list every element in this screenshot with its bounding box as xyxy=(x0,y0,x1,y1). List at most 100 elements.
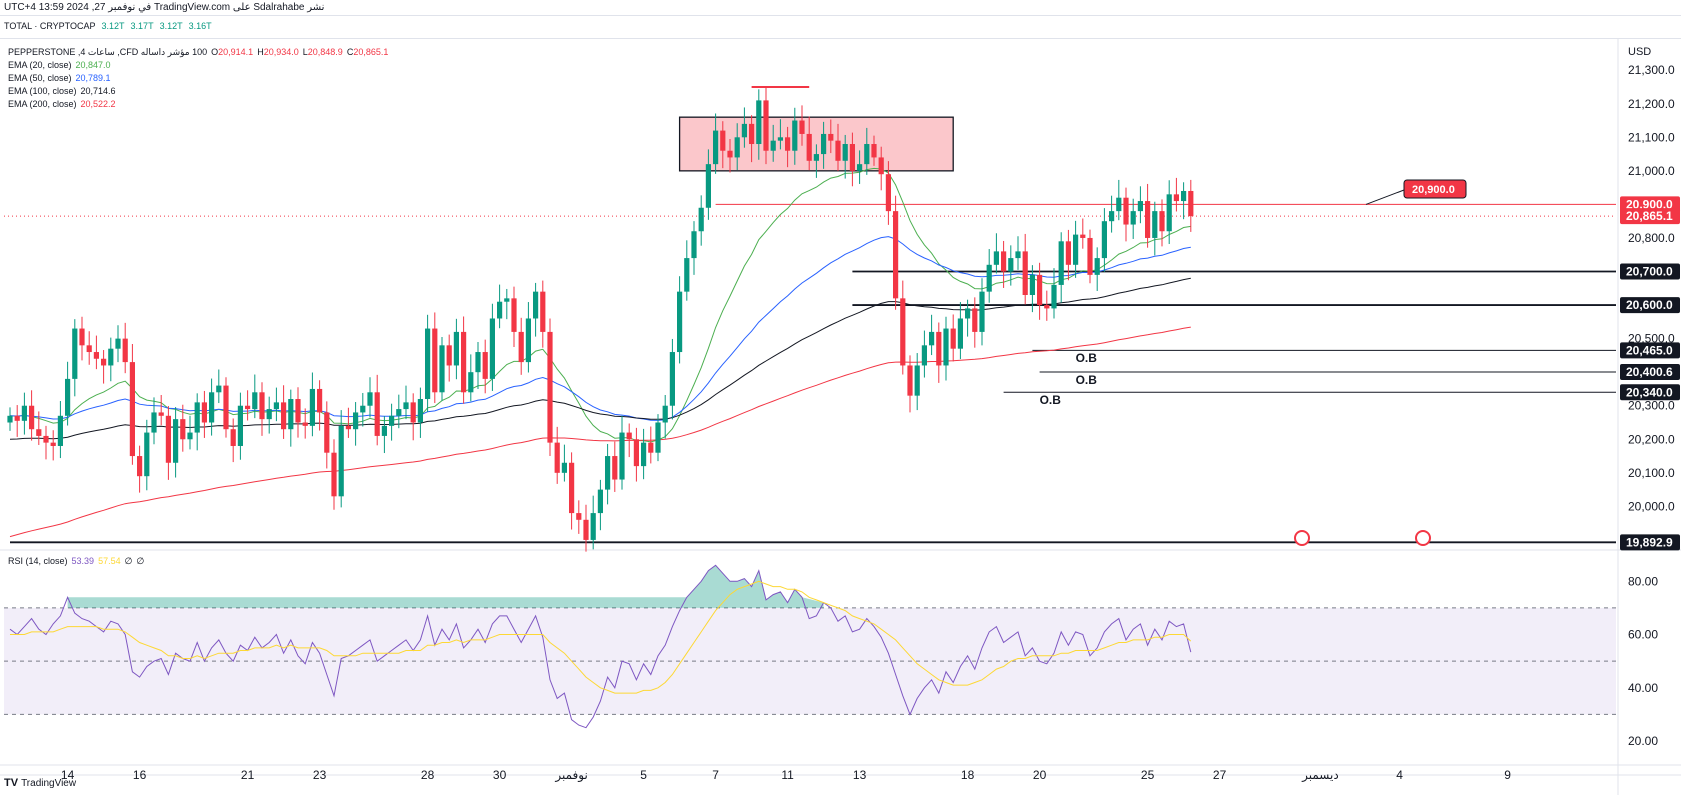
candle-body xyxy=(252,392,258,410)
time-tick-label: نوفمبر xyxy=(554,768,587,783)
candle-body xyxy=(1123,197,1129,225)
ema-row[interactable]: EMA (200, close) 20,522.2 xyxy=(8,99,116,109)
candle-body xyxy=(194,402,200,433)
rsi-name[interactable]: RSI (14, close) xyxy=(8,556,68,566)
header-divider xyxy=(0,15,1681,16)
candle-body xyxy=(360,405,366,413)
candle-body xyxy=(929,331,935,346)
price-badge xyxy=(1620,384,1680,401)
candle-body xyxy=(813,154,819,161)
candle-body xyxy=(216,385,222,393)
candle-body xyxy=(669,352,675,406)
ticker-value: 3.12T xyxy=(101,21,125,31)
rsi-extra: ∅ xyxy=(136,556,145,566)
time-tick-label: 16 xyxy=(133,768,147,782)
symbol-row[interactable]: 100 مؤشر داساله CFD, ساعات 4, PEPPERSTON… xyxy=(8,46,388,59)
candle-body xyxy=(842,144,848,161)
candle-body xyxy=(1008,258,1014,272)
candle-body xyxy=(626,432,632,440)
candle-body xyxy=(792,120,798,151)
ohlc-low: L20,848.9 xyxy=(302,47,343,57)
candle-body xyxy=(29,405,35,430)
candle-body xyxy=(324,412,330,453)
time-tick-label: 9 xyxy=(1504,768,1511,782)
candle-body xyxy=(50,442,56,446)
ema-row[interactable]: EMA (20, close) 20,847.0 xyxy=(8,60,111,70)
candle-body xyxy=(741,123,747,138)
candle-body xyxy=(129,362,135,457)
symbol-name[interactable]: 100 مؤشر داساله CFD, ساعات 4, PEPPERSTON… xyxy=(8,47,208,57)
candle-body xyxy=(900,298,906,366)
price-badge-label: 20,865.1 xyxy=(1626,209,1673,223)
candle-body xyxy=(986,264,992,292)
candle-body xyxy=(101,358,107,366)
candle-body xyxy=(331,452,337,497)
candle-body xyxy=(734,137,740,158)
candle-body xyxy=(540,291,546,332)
rsi-tick-label: 20.00 xyxy=(1628,734,1658,748)
candle-body xyxy=(821,133,827,155)
candle-body xyxy=(317,388,323,413)
candle-body xyxy=(1137,201,1143,212)
brand[interactable]: TV TradingView xyxy=(4,777,76,789)
price-tick-label: 21,100.0 xyxy=(1628,130,1675,144)
candle-body xyxy=(1130,211,1136,225)
ohlc-high: H20,934.0 xyxy=(257,47,299,57)
candle-body xyxy=(295,399,301,423)
candle-body xyxy=(201,402,207,423)
candle-body xyxy=(691,231,697,259)
rsi-ma-line xyxy=(10,580,1192,694)
rsi-tick-label: 60.00 xyxy=(1628,628,1658,642)
candle-body xyxy=(828,133,834,141)
candle-body xyxy=(605,456,611,490)
candle-body xyxy=(93,352,99,359)
candle-body xyxy=(209,392,215,423)
rsi-overbought-fill xyxy=(67,565,824,608)
ticker-strip[interactable]: TOTAL · CRYPTOCAP 3.12T 3.17T 3.12T 3.16… xyxy=(4,18,212,34)
candle-body xyxy=(482,352,488,379)
ema-row[interactable]: EMA (100, close) 20,714.6 xyxy=(8,86,116,96)
candle-body xyxy=(713,130,719,165)
price-badge-label: 20,340.0 xyxy=(1626,385,1673,399)
candle-body xyxy=(43,435,49,443)
price-tick-label: 20,800.0 xyxy=(1628,231,1675,245)
price-badge-label: 20,465.0 xyxy=(1626,343,1673,357)
candle-body xyxy=(950,328,956,349)
candle-body xyxy=(1037,274,1043,306)
callout-leader xyxy=(1365,189,1405,205)
candle-body xyxy=(281,402,287,430)
candle-body xyxy=(633,439,639,467)
candle-body xyxy=(1044,305,1050,309)
candle-body xyxy=(223,385,229,430)
candle-body xyxy=(885,174,891,212)
callout-box xyxy=(1403,179,1467,199)
ticker-name[interactable]: TOTAL · CRYPTOCAP xyxy=(4,21,96,31)
price-tick-label: 20,500.0 xyxy=(1628,332,1675,346)
time-tick-label: 20 xyxy=(1033,768,1047,782)
candle-body xyxy=(1094,258,1100,275)
candle-body xyxy=(504,298,510,302)
price-badge xyxy=(1620,208,1680,225)
time-tick-label: 13 xyxy=(853,768,867,782)
price-tick-label: 20,300.0 xyxy=(1628,399,1675,413)
candle-body xyxy=(698,207,704,232)
candle-body xyxy=(432,328,438,393)
candle-body xyxy=(1101,221,1107,259)
candle-body xyxy=(907,365,913,396)
ticker-value: 3.12T xyxy=(159,21,183,31)
ema-row[interactable]: EMA (50, close) 20,789.1 xyxy=(8,73,111,83)
candle-body xyxy=(180,419,186,440)
time-tick-label: 5 xyxy=(640,768,647,782)
candle-body xyxy=(1029,274,1035,295)
candle-body xyxy=(36,429,42,436)
candle-body xyxy=(353,412,359,430)
rsi-value: 53.39 xyxy=(71,556,95,566)
rsi-legend[interactable]: RSI (14, close) 53.39 57.54 ∅ ∅ xyxy=(8,556,144,567)
candle-body xyxy=(511,298,517,332)
price-tick-label: 20,200.0 xyxy=(1628,432,1675,446)
order-block-label: O.B xyxy=(1076,373,1098,387)
candle-body xyxy=(468,372,474,393)
candle-body xyxy=(1065,241,1071,265)
candle-body xyxy=(266,409,272,420)
